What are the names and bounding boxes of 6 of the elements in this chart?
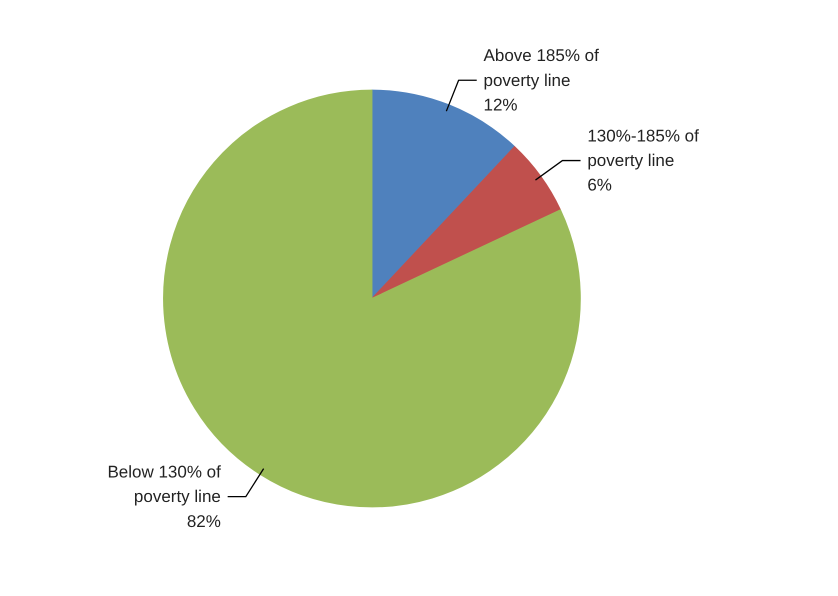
data-label: 12% [484,95,518,114]
data-label: 6% [587,176,612,195]
slice-label: Above 185% of poverty line [484,46,600,90]
data-label: 82% [186,512,221,531]
slice-label: Below 130% of poverty line [107,462,222,506]
slice-label: 130%-185% of poverty line [587,126,700,170]
